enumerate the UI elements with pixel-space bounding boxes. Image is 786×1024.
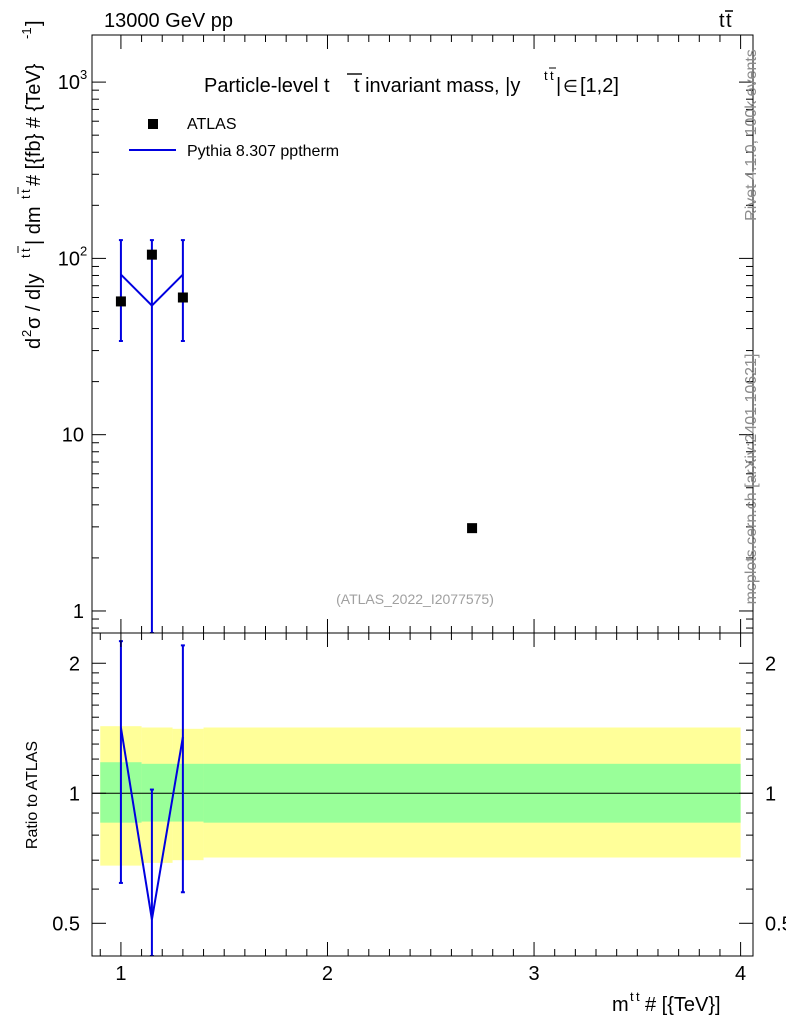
legend-atlas-marker (148, 119, 158, 129)
ylabel-p2: σ / d|y (23, 274, 45, 329)
atlas-data-point (115, 296, 126, 307)
legend-atlas-label: ATLAS (187, 116, 237, 133)
ratio-ytick-label-left: 2 (69, 653, 80, 675)
title-part-7: [1,2] (580, 75, 619, 97)
ylabel-p6: t (18, 195, 33, 199)
x-tick-label: 3 (528, 963, 539, 985)
main-x-ticks (120, 35, 742, 633)
ratio-ytick-label-left: 0.5 (52, 913, 80, 935)
legend: ATLAS Pythia 8.307 pptherm (129, 116, 339, 160)
main-ytick-exponent: 2 (80, 243, 87, 258)
ylabel-p8: # [{fb} # {TeV} (23, 63, 45, 186)
ratio-frame (91, 632, 754, 957)
title-part-2: t invariant mass, |y (354, 75, 520, 97)
title-part-6: ∈ (563, 77, 578, 96)
main-ytick-label: 10 (62, 425, 84, 447)
main-ytick-label: 10 (58, 248, 80, 270)
title-sup-2: t (550, 68, 554, 83)
atlas-data-point (177, 292, 188, 303)
ylabel-p10: ] (23, 20, 45, 26)
main-ytick-exponent: 3 (80, 67, 87, 82)
main-plot-content (115, 239, 478, 633)
xlabel-p0: m (612, 994, 629, 1016)
ratio-y-label: Ratio to ATLAS (24, 741, 41, 849)
stat-uncertainty-band (172, 763, 204, 822)
ratio-x-ticks: 1 2 3 4 (99, 633, 746, 985)
x-axis-label: m t t # [{TeV}] (612, 989, 721, 1016)
ratio-ytick-label-left: 1 (69, 783, 80, 805)
ratio-ytick-label-right: 1 (765, 783, 776, 805)
main-ytick-label: 1 (73, 601, 84, 623)
xlabel-p2: t (636, 989, 640, 1004)
ylabel-p7: t (18, 189, 33, 193)
x-tick-label: 4 (735, 963, 746, 985)
atlas-data-point (467, 523, 478, 534)
main-series-layer (115, 239, 478, 633)
main-title: Particle-level t t invariant mass, |y t … (204, 67, 619, 97)
main-y-label: d 2 σ / d|y t t | dm t t # [{fb} # {TeV}… (17, 20, 45, 349)
x-tick-label: 2 (322, 963, 333, 985)
ylabel-p3: t (18, 254, 33, 258)
energy-label: 13000 GeV pp (104, 10, 233, 32)
ratio-plot-content (92, 640, 753, 956)
title-part-1: Particle-level t (204, 75, 330, 97)
pythia-line (120, 273, 184, 307)
ylabel-p9: -1 (19, 27, 34, 39)
ratio-ytick-label-right: 0.5 (765, 913, 786, 935)
ratio-line (119, 727, 184, 920)
ratio-y-ticks: 0.5 0.5 1 1 2 2 (52, 653, 786, 935)
analysis-watermark: (ATLAS_2022_I2077575) (336, 591, 494, 607)
atlas-data-point (146, 249, 157, 260)
title-sup-1: t (544, 68, 548, 83)
process-label-t2: t (726, 10, 732, 32)
legend-pythia-label: Pythia 8.307 pptherm (187, 143, 339, 160)
title-part-5: | (556, 75, 561, 97)
ratio-ytick-label-right: 2 (765, 653, 776, 675)
ylabel-p5: | dm (23, 206, 45, 245)
ylabel-p0: d (23, 338, 45, 349)
process-label: t t (719, 10, 733, 32)
ylabel-p1: 2 (19, 330, 34, 337)
process-label-t1: t (719, 10, 725, 32)
stat-uncertainty-band (141, 763, 173, 822)
ratio-series-layer (118, 640, 185, 956)
ratio-bands-layer (100, 726, 741, 866)
mcplots-label: mcplots.cern.ch [arXiv:2401.10621] (743, 353, 760, 605)
ylabel-p4: t (18, 248, 33, 252)
xlabel-p3: # [{TeV}] (645, 994, 721, 1016)
ratio-panel: 0.5 0.5 1 1 2 2 1 2 3 4 Ratio to ATLAS m t t # [… (24, 632, 786, 1016)
xlabel-p1: t (630, 989, 634, 1004)
x-tick-label: 1 (115, 963, 126, 985)
rivet-version-label: Rivet 4.1.0, 100k events (743, 49, 760, 221)
main-ytick-label: 10 (58, 72, 80, 94)
